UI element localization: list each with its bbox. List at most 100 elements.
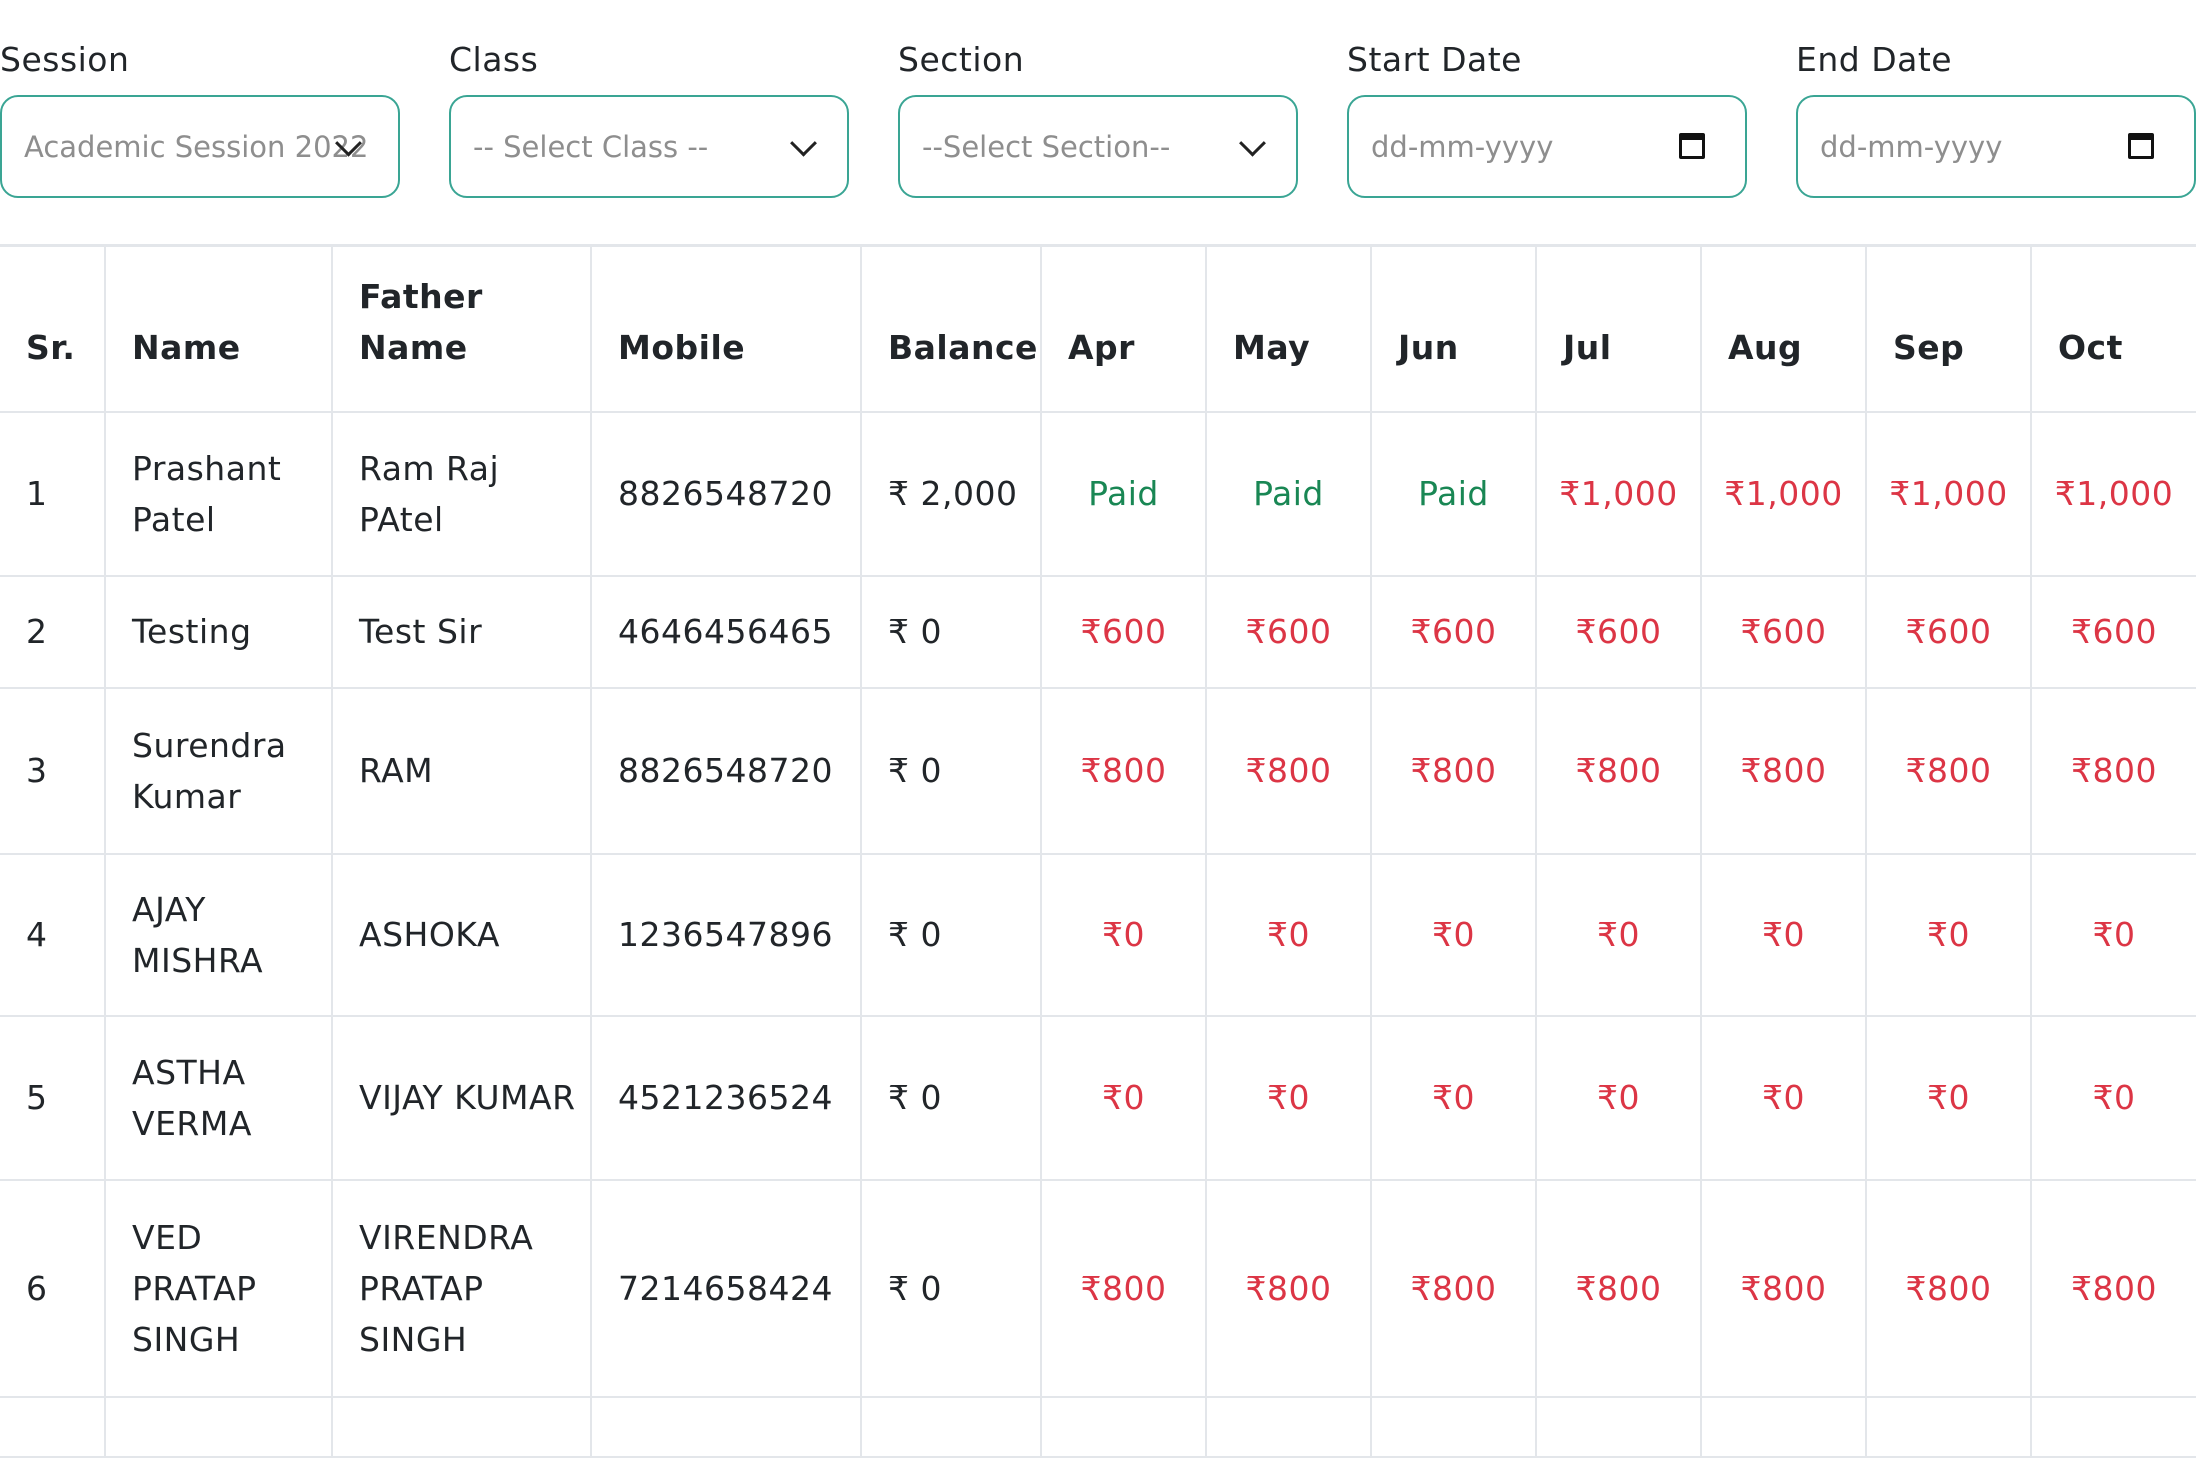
month-fee-cell: ₹0 [1040,1014,1207,1181]
fee-table: Sr. Name Father Name Mobile Balance Apr May Jun… [0,244,2196,1458]
month-fee-cell: ₹800 [2030,1178,2196,1398]
calendar-icon[interactable] [2128,133,2154,159]
mobile-cell: 1236547896 [590,852,862,1017]
table-row: 3 Surendra Kumar RAM 8826548720 ₹ 0 ₹800 ₹800 ₹… [0,686,2196,855]
empty-cell [1040,1395,1207,1458]
section-label: Section [898,40,1025,79]
section-filter: Section --Select Section-- [898,40,1298,198]
end-date-placeholder: dd-mm-yyyy [1820,129,2003,164]
month-fee-cell: ₹0 [1040,852,1207,1017]
month-fee-cell: ₹0 [2030,852,2196,1017]
class-label: Class [449,40,539,79]
month-fee-cell: Paid [1040,410,1207,577]
class-select[interactable]: -- Select Class -- [449,95,849,198]
empty-cell [1865,1395,2032,1458]
column-header-may: May [1205,244,1372,413]
month-fee-cell: ₹1,000 [1700,410,1867,577]
sr-cell: 6 [0,1178,106,1398]
table-row: 4 AJAY MISHRA ASHOKA 1236547896 ₹ 0 ₹0 ₹0 ₹0 ₹0 ₹… [0,852,2196,1017]
month-fee-cell: ₹800 [1040,1178,1207,1398]
month-fee-cell: ₹0 [1865,1014,2032,1181]
month-fee-cell: ₹600 [1205,574,1372,689]
session-select[interactable]: Academic Session 2022 [0,95,400,198]
table-header-row: Sr. Name Father Name Mobile Balance Apr May Jun… [0,244,2196,413]
name-cell: Prashant Patel [104,410,333,577]
month-fee-cell: ₹0 [1205,1014,1372,1181]
balance-cell: ₹ 0 [860,852,1042,1017]
chevron-down-icon [790,129,817,157]
month-fee-cell: ₹800 [2030,686,2196,855]
empty-cell [0,1395,106,1458]
column-header-oct: Oct [2030,244,2196,413]
month-fee-cell: ₹0 [2030,1014,2196,1181]
month-fee-cell: ₹600 [1700,574,1867,689]
father-name-cell: ASHOKA [331,852,592,1017]
column-header-aug: Aug [1700,244,1867,413]
empty-cell [1370,1395,1537,1458]
name-cell: Surendra Kumar [104,686,333,855]
month-fee-cell: ₹600 [1535,574,1702,689]
month-fee-cell: ₹600 [1370,574,1537,689]
father-name-cell: VIJAY KUMAR [331,1014,592,1181]
month-fee-cell: ₹0 [1865,852,2032,1017]
month-fee-cell: ₹800 [1535,686,1702,855]
sr-cell: 5 [0,1014,106,1181]
table-row: 1 Prashant Patel Ram Raj PAtel 8826548720 ₹ … [0,410,2196,577]
balance-cell: ₹ 0 [860,1178,1042,1398]
table-row: 2 Testing Test Sir 4646456465 ₹ 0 ₹600 ₹600 ₹60… [0,574,2196,689]
month-fee-cell: ₹0 [1535,1014,1702,1181]
month-fee-cell: ₹800 [1700,686,1867,855]
sr-cell: 1 [0,410,106,577]
start-date-input[interactable]: dd-mm-yyyy [1347,95,1747,198]
start-date-label: Start Date [1347,40,1522,79]
mobile-cell: 8826548720 [590,686,862,855]
sr-cell: 2 [0,574,106,689]
empty-cell [590,1395,862,1458]
name-cell: VED PRATAP SINGH [104,1178,333,1398]
session-label: Session [0,40,130,79]
end-date-label: End Date [1796,40,1953,79]
month-fee-cell: ₹800 [1865,686,2032,855]
month-fee-cell: ₹1,000 [1535,410,1702,577]
table-row: 6 VED PRATAP SINGH VIRENDRA PRATAP SINGH 72… [0,1178,2196,1398]
balance-cell: ₹ 2,000 [860,410,1042,577]
column-header-sr: Sr. [0,244,106,413]
month-fee-cell: ₹0 [1535,852,1702,1017]
month-fee-cell: ₹0 [1370,1014,1537,1181]
session-filter: Session Academic Session 2022 [0,40,400,198]
month-fee-cell: ₹800 [1205,1178,1372,1398]
mobile-cell: 8826548720 [590,410,862,577]
start-date-filter: Start Date dd-mm-yyyy [1347,40,1747,198]
mobile-cell: 4521236524 [590,1014,862,1181]
column-header-jul: Jul [1535,244,1702,413]
name-cell: Testing [104,574,333,689]
month-fee-cell: ₹800 [1865,1178,2032,1398]
start-date-placeholder: dd-mm-yyyy [1371,129,1554,164]
month-fee-cell: Paid [1205,410,1372,577]
month-fee-cell: ₹0 [1700,852,1867,1017]
month-fee-cell: ₹0 [1700,1014,1867,1181]
sr-cell: 4 [0,852,106,1017]
table-row [0,1395,2196,1458]
end-date-input[interactable]: dd-mm-yyyy [1796,95,2196,198]
column-header-apr: Apr [1040,244,1207,413]
name-cell: ASTHA VERMA [104,1014,333,1181]
sr-cell: 3 [0,686,106,855]
month-fee-cell: ₹600 [1040,574,1207,689]
end-date-filter: End Date dd-mm-yyyy [1796,40,2196,198]
section-select[interactable]: --Select Section-- [898,95,1298,198]
empty-cell [104,1395,333,1458]
balance-cell: ₹ 0 [860,686,1042,855]
month-fee-cell: ₹800 [1040,686,1207,855]
month-fee-cell: ₹0 [1205,852,1372,1017]
month-fee-cell: ₹1,000 [2030,410,2196,577]
empty-cell [1700,1395,1867,1458]
calendar-icon[interactable] [1679,133,1705,159]
balance-cell: ₹ 0 [860,1014,1042,1181]
month-fee-cell: ₹800 [1370,686,1537,855]
mobile-cell: 4646456465 [590,574,862,689]
empty-cell [1205,1395,1372,1458]
empty-cell [860,1395,1042,1458]
father-name-cell: RAM [331,686,592,855]
table-row: 5 ASTHA VERMA VIJAY KUMAR 4521236524 ₹ 0 ₹0 ₹0… [0,1014,2196,1181]
